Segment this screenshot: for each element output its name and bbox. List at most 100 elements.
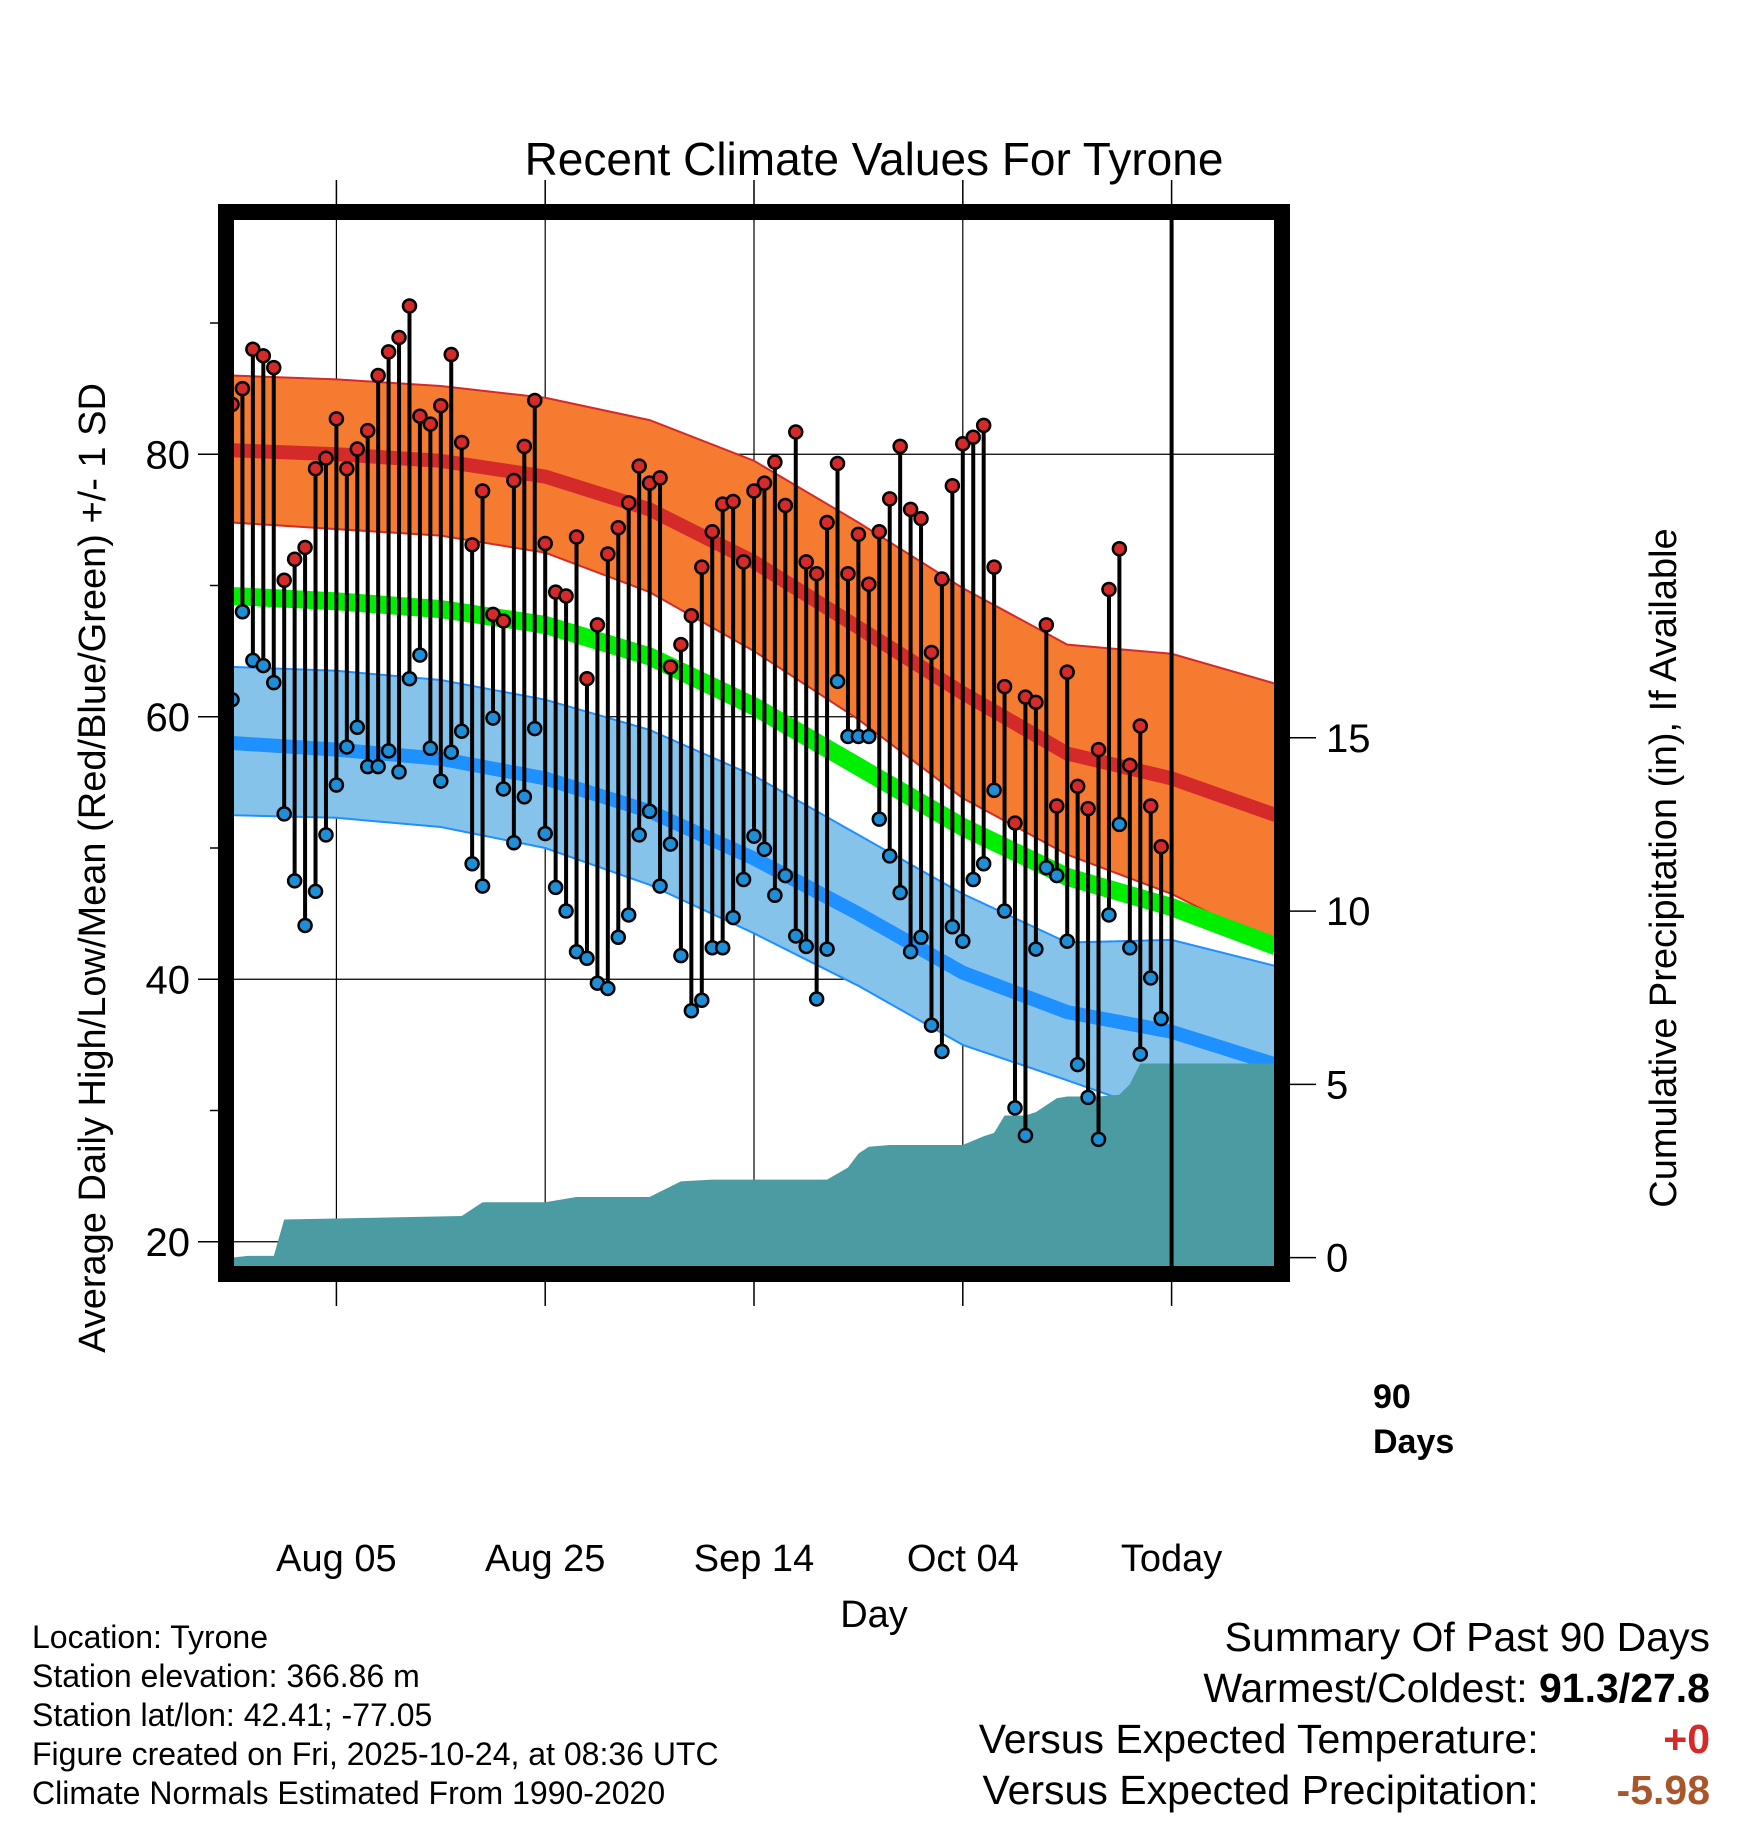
daily-high-point: [579, 670, 595, 687]
y-tick-label: 60: [146, 696, 191, 740]
latlon-text: Station lat/lon: 42.41; -77.05: [32, 1697, 433, 1733]
daily-low-point: [1028, 941, 1044, 957]
daily-high-point: [1038, 617, 1055, 633]
daily-high-point: [506, 472, 522, 489]
daily-high-point: [1069, 778, 1086, 795]
daily-high-point: [934, 571, 950, 587]
daily-high-point: [1111, 541, 1128, 557]
elevation-text: Station elevation: 366.86 m: [32, 1658, 420, 1694]
y-tick-label: 20: [146, 1221, 191, 1265]
daily-low-point: [714, 940, 731, 956]
plot-frame: [218, 204, 1290, 1282]
daily-low-point: [537, 825, 553, 842]
daily-high-point: [1122, 757, 1138, 774]
daily-low-point: [495, 781, 512, 797]
daily-high-point: [380, 344, 397, 360]
summary-precip-row: Versus Expected Precipitation: -5.98: [979, 1765, 1711, 1816]
daily-low-point: [944, 919, 961, 935]
daily-high-point: [255, 348, 272, 364]
daily-low-point: [620, 907, 637, 923]
daily-low-point: [380, 743, 397, 759]
daily-high-point: [777, 497, 794, 514]
precip-area: [232, 1063, 1276, 1268]
daily-high-point: [349, 441, 366, 457]
daily-high-point: [610, 520, 627, 536]
daily-low-point: [464, 856, 480, 872]
daily-low-point: [328, 777, 345, 793]
daily-high-point: [788, 424, 804, 440]
daily-low-point: [297, 917, 313, 934]
daily-low-point: [286, 873, 303, 889]
daily-low-point: [422, 740, 439, 756]
daily-high-point: [996, 678, 1013, 695]
daily-low-point: [652, 878, 668, 894]
daily-high-point: [297, 539, 313, 556]
y2-tick-label: 5: [1326, 1063, 1348, 1107]
daily-high-point: [756, 475, 773, 491]
daily-low-point: [777, 867, 794, 884]
warmest-value: 91.3/27.8: [1539, 1665, 1710, 1711]
daily-high-point: [1090, 741, 1107, 758]
daily-low-point: [986, 782, 1002, 798]
daily-low-point: [788, 928, 804, 944]
daily-low-point: [913, 929, 929, 945]
daily-high-point: [850, 526, 867, 543]
daily-low-point: [433, 773, 449, 789]
temp-label: Versus Expected Temperature:: [978, 1716, 1539, 1762]
daily-high-point: [401, 298, 418, 314]
daily-low-point: [527, 720, 543, 737]
today-label-line1: 90: [1373, 1378, 1411, 1416]
summary-warmest-row: Warmest/Coldest: 91.3/27.8: [979, 1663, 1710, 1714]
daily-high-point: [798, 554, 814, 570]
x-tick-label: Sep 14: [694, 1538, 814, 1580]
daily-high-point: [829, 455, 846, 472]
daily-low-point: [318, 827, 334, 843]
daily-high-point: [840, 565, 856, 582]
daily-low-point: [610, 929, 627, 945]
daily-high-point: [881, 491, 898, 507]
daily-low-point: [453, 723, 470, 739]
daily-high-point: [328, 411, 345, 427]
daily-low-point: [819, 941, 835, 957]
precip-label: Versus Expected Precipitation:: [982, 1767, 1539, 1813]
daily-low-point: [401, 670, 418, 687]
daily-low-point: [1132, 1046, 1149, 1062]
daily-high-point: [892, 438, 908, 455]
daily-low-point: [547, 879, 564, 896]
daily-low-point: [339, 739, 355, 755]
x-tick-label: Today: [1121, 1538, 1222, 1580]
daily-high-point: [652, 470, 668, 486]
daily-low-point: [1142, 970, 1159, 986]
daily-high-point: [1132, 718, 1149, 734]
daily-high-point: [527, 392, 543, 409]
daily-low-point: [798, 938, 814, 955]
daily-high-point: [422, 416, 439, 432]
daily-high-point: [412, 408, 428, 424]
daily-low-point: [631, 827, 647, 843]
daily-low-point: [683, 1003, 700, 1019]
daily-low-point: [1101, 907, 1117, 923]
summary-temp-row: Versus Expected Temperature: +0: [979, 1714, 1710, 1765]
daily-low-point: [474, 878, 491, 894]
daily-low-point: [892, 884, 908, 901]
daily-high-point: [673, 636, 689, 653]
daily-high-point: [589, 617, 606, 633]
daily-high-point: [234, 380, 251, 397]
daily-high-point: [286, 551, 303, 567]
daily-low-point: [955, 933, 971, 949]
daily-high-point: [819, 514, 835, 531]
daily-high-point: [683, 607, 700, 624]
y2-tick-label: 10: [1326, 890, 1371, 934]
daily-high-point: [631, 458, 647, 474]
daily-high-point: [871, 523, 888, 540]
daily-high-point: [704, 523, 720, 540]
daily-low-point: [307, 883, 324, 900]
daily-low-point: [1153, 1010, 1169, 1027]
summary-panel: Summary Of Past 90 Days Warmest/Coldest:…: [979, 1612, 1710, 1816]
daily-high-point: [266, 359, 282, 376]
y2-axis-label: Cumulative Precipitation (in), If Availa…: [1643, 528, 1685, 1207]
daily-high-point: [359, 422, 376, 439]
daily-high-point: [370, 367, 386, 384]
daily-low-point: [881, 848, 898, 864]
